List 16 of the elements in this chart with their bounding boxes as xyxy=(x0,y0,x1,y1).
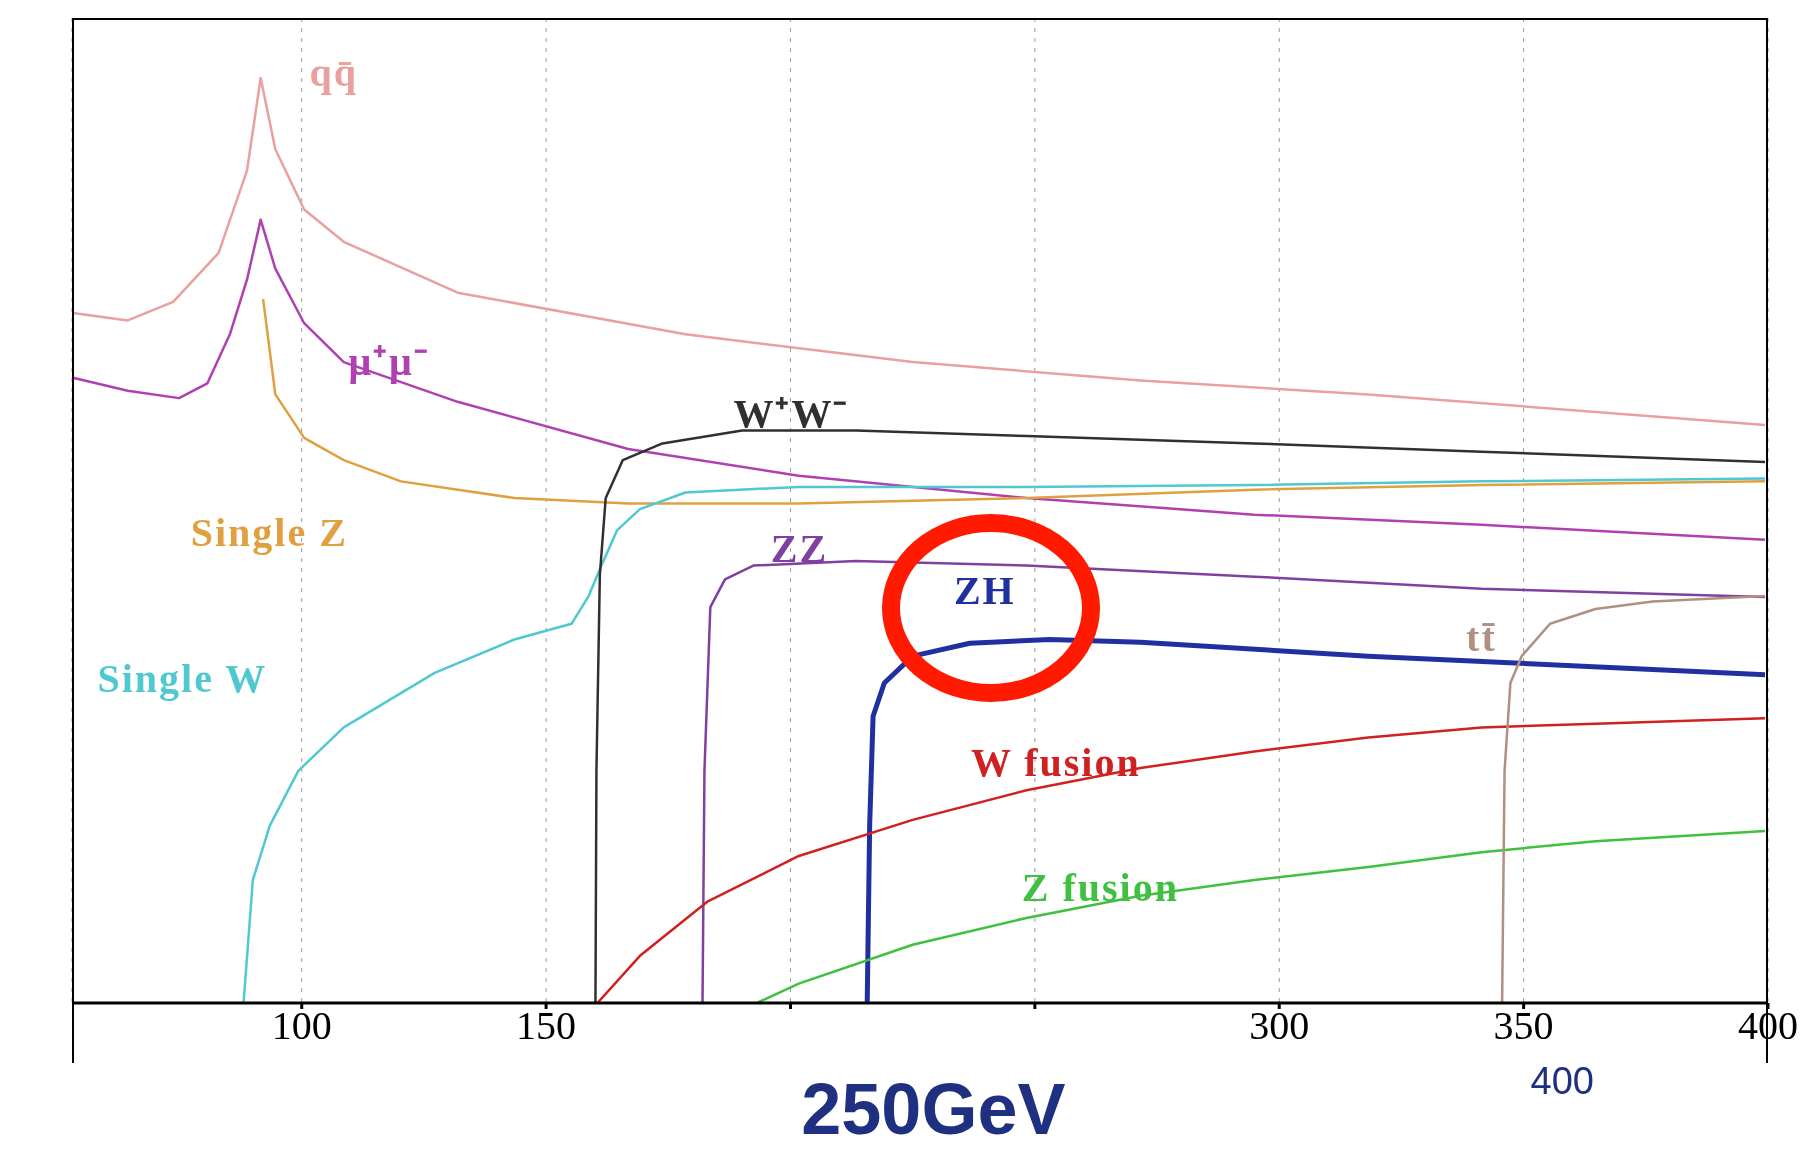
text: 400 xyxy=(1530,1060,1594,1103)
series-label: tt̄ xyxy=(1466,613,1497,661)
series-label: μ⁺μ⁻ xyxy=(348,337,430,386)
x-tick-label: 300 xyxy=(1249,1003,1310,1049)
x-tick-label: 150 xyxy=(516,1003,577,1049)
text: 250GeV xyxy=(801,1068,1066,1150)
x-tick-label: 350 xyxy=(1493,1003,1554,1049)
x-tick-label: 100 xyxy=(271,1003,332,1049)
series-label: ZH xyxy=(953,566,1016,614)
series-label: Z fusion xyxy=(1021,864,1179,912)
series-label: qq̄ xyxy=(309,49,358,97)
series-label: W⁺W⁻ xyxy=(733,389,850,438)
series-label: ZZ xyxy=(770,524,829,572)
series-label: W fusion xyxy=(970,739,1141,787)
series-label: Single Z xyxy=(190,509,348,557)
series-label: Single W xyxy=(97,655,268,703)
